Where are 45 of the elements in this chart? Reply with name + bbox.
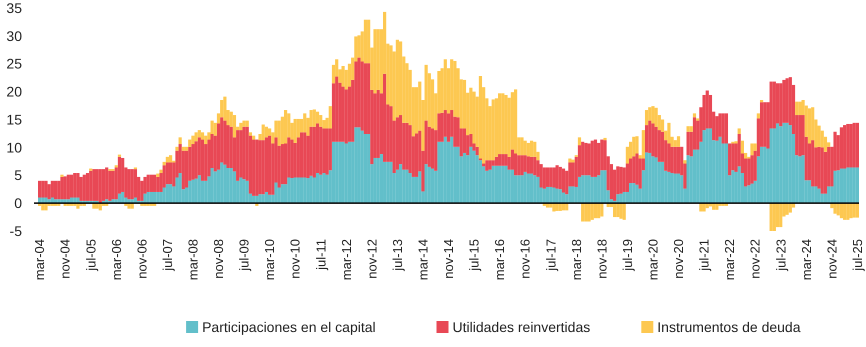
x-tick-label: jul-25 (850, 239, 865, 272)
y-tick-label: 5 (14, 167, 22, 184)
x-tick-label: mar-24 (798, 239, 814, 280)
x-tick-label: mar-10 (262, 239, 278, 280)
x-tick-label: nov-10 (288, 239, 303, 279)
x-tick-label: mar-16 (492, 239, 508, 280)
x-tick-label: jul-23 (773, 239, 788, 272)
y-tick-label: 0 (14, 195, 22, 212)
x-tick-label: nov-16 (518, 239, 533, 279)
x-tick-label: jul-19 (620, 239, 635, 272)
x-tick-label: jul-09 (236, 239, 252, 272)
y-tick-label: 10 (6, 139, 22, 156)
x-tick-label: jul-15 (466, 239, 482, 272)
legend-label: Utilidades reinvertidas (452, 318, 590, 335)
y-tick-label: 20 (6, 84, 22, 100)
y-tick-label: 35 (6, 0, 22, 16)
x-tick-label: nov-24 (824, 239, 840, 279)
x-tick-label: nov-20 (671, 239, 686, 279)
x-tick-label: jul-05 (83, 239, 98, 272)
y-tick-label: 25 (6, 56, 22, 72)
x-tick-label: jul-13 (390, 239, 405, 272)
x-tick-label: nov-08 (211, 239, 226, 279)
x-tick-label: jul-11 (313, 239, 328, 271)
x-tick-label: mar-22 (722, 239, 738, 280)
y-tick-label: 15 (6, 111, 22, 128)
legend-label: Instrumentos de deuda (657, 318, 801, 335)
x-tick-label: nov-12 (364, 239, 380, 279)
x-tick-label: mar-06 (108, 239, 124, 280)
x-tick-label: mar-04 (32, 239, 48, 280)
x-tick-label: nov-18 (594, 239, 610, 279)
x-tick-label: mar-14 (415, 239, 430, 280)
x-tick-label: nov-06 (134, 239, 150, 279)
x-tick-label: nov-14 (441, 239, 456, 279)
x-tick-label: nov-22 (748, 239, 763, 279)
x-tick-label: mar-18 (568, 239, 584, 280)
y-tick-label: 30 (6, 28, 22, 44)
x-tick-label: mar-12 (338, 239, 354, 280)
x-tick-label: jul-21 (696, 239, 712, 272)
x-tick-label: nov-04 (58, 239, 73, 279)
y-tick-label: -5 (10, 222, 22, 239)
x-tick-label: mar-20 (646, 239, 660, 280)
x-tick-label: mar-08 (185, 239, 200, 280)
legend-label: Participaciones en el capital (202, 318, 376, 335)
x-tick-label: jul-17 (543, 239, 558, 272)
x-tick-label: jul-07 (160, 239, 175, 272)
